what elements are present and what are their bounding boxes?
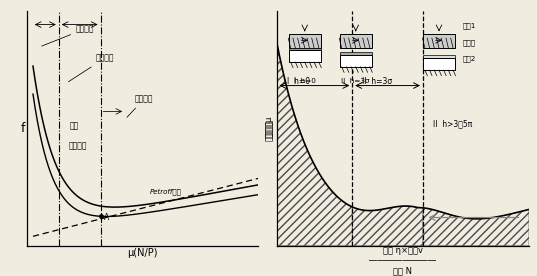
- Text: 边界润滑: 边界润滑: [42, 24, 95, 46]
- Text: 巴氏合金: 巴氏合金: [69, 142, 87, 151]
- Bar: [339, 55, 372, 67]
- Bar: [423, 55, 455, 58]
- Text: I  h=0: I h=0: [294, 78, 315, 84]
- Bar: [423, 34, 455, 48]
- Bar: [289, 34, 321, 48]
- X-axis label: 粘度 η×速度v
――――――――
载荷 N: 粘度 η×速度v ―――――――― 载荷 N: [369, 246, 436, 275]
- Text: I  h=0: I h=0: [287, 77, 310, 86]
- Text: A: A: [104, 213, 108, 222]
- Bar: [339, 34, 372, 48]
- Text: 固体1: 固体1: [463, 23, 476, 29]
- Bar: [423, 58, 455, 70]
- Text: 固体2: 固体2: [463, 56, 476, 62]
- Text: II  h>3～5π: II h>3～5π: [433, 119, 473, 128]
- Text: 摩擦系数: 摩擦系数: [265, 119, 274, 138]
- Text: 润滑剂: 润滑剂: [463, 39, 476, 46]
- Bar: [339, 52, 372, 55]
- Text: II  h=3σ: II h=3σ: [341, 78, 370, 84]
- Text: Petroff定律: Petroff定律: [150, 189, 182, 195]
- Y-axis label: f: f: [20, 122, 25, 135]
- Bar: [289, 50, 321, 62]
- Text: 流体润滑: 流体润滑: [127, 94, 154, 117]
- Y-axis label: 摩擦系数μ: 摩擦系数μ: [265, 116, 274, 141]
- Text: 导段润滑: 导段润滑: [69, 54, 114, 82]
- Bar: [289, 48, 321, 50]
- Text: II  h=3σ: II h=3σ: [362, 77, 393, 86]
- Text: 青铜: 青铜: [70, 121, 79, 130]
- X-axis label: μ(N/P): μ(N/P): [127, 248, 157, 258]
